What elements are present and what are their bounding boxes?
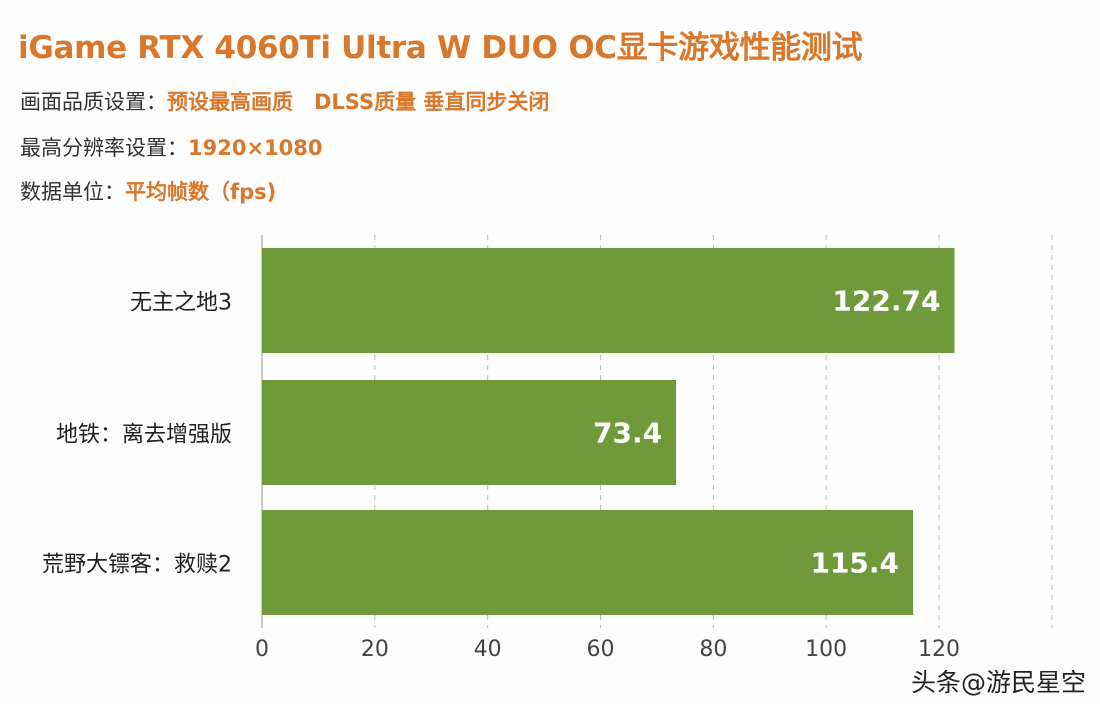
- info-value: 平均帧数（fps): [125, 180, 277, 204]
- x-tick-label: 60: [587, 637, 615, 662]
- category-label: 荒野大镖客：救赎2: [42, 553, 232, 578]
- chart-title: iGame RTX 4060Ti Ultra W DUO OC显卡游戏性能测试: [18, 30, 863, 66]
- category-label: 地铁：离去增强版: [56, 423, 232, 448]
- bar: [262, 248, 955, 353]
- bar-value-label: 73.4: [593, 417, 662, 450]
- info-label: 最高分辨率设置：: [20, 136, 188, 160]
- data-unit: 数据单位：平均帧数（fps): [20, 176, 276, 206]
- x-tick-label: 100: [805, 637, 847, 662]
- x-tick-label: 20: [361, 637, 389, 662]
- x-tick-label: 0: [255, 637, 269, 662]
- resolution-setting: 最高分辨率设置：1920×1080: [20, 132, 323, 162]
- bar-value-label: 122.74: [832, 285, 940, 318]
- bar: [262, 380, 677, 485]
- info-label: 数据单位：: [20, 180, 125, 204]
- info-value: 预设最高画质 DLSS质量 垂直同步关闭: [167, 90, 550, 114]
- info-label: 画面品质设置：: [20, 90, 167, 114]
- x-tick-label: 40: [474, 637, 502, 662]
- quality-setting: 画面品质设置：预设最高画质 DLSS质量 垂直同步关闭: [20, 86, 549, 116]
- bar: [262, 510, 914, 615]
- x-tick-label: 120: [918, 637, 960, 662]
- bar-value-label: 115.4: [810, 547, 899, 580]
- x-tick-label: 80: [699, 637, 727, 662]
- category-label: 无主之地3: [130, 291, 232, 316]
- watermark: 头条@游民星空: [910, 668, 1086, 697]
- info-value: 1920×1080: [188, 136, 323, 160]
